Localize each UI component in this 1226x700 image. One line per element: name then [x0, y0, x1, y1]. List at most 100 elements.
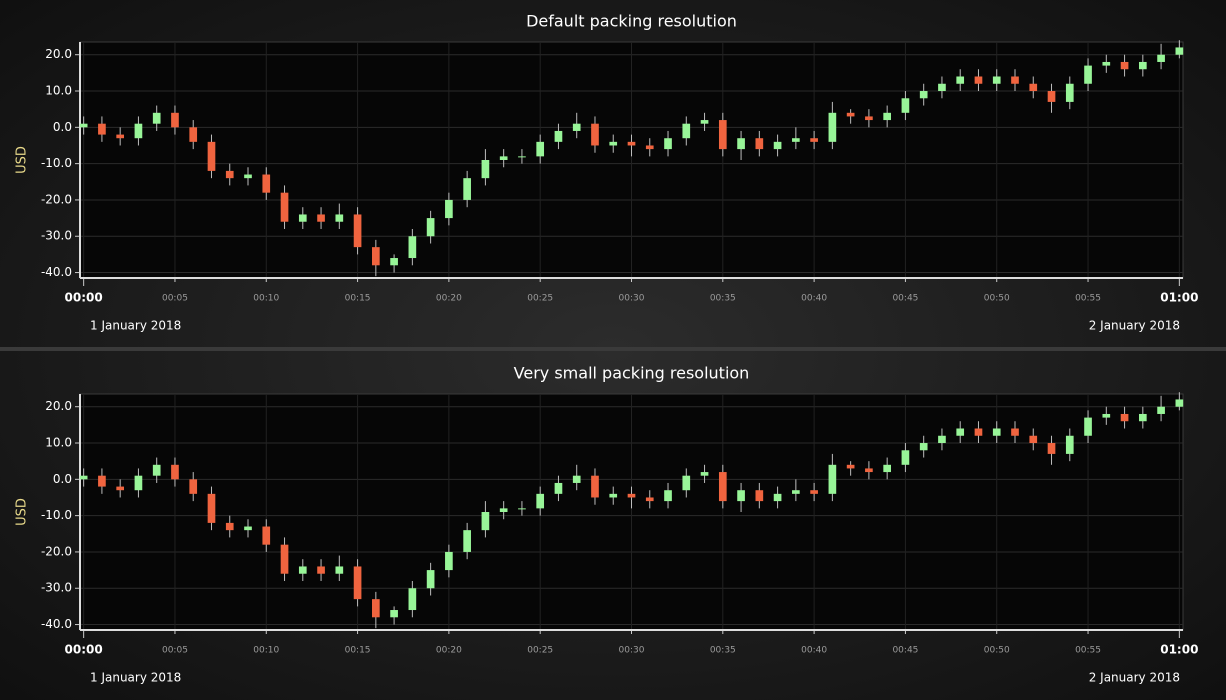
candle-body	[974, 76, 983, 84]
candle-body	[225, 170, 234, 179]
candle-body	[1157, 54, 1165, 62]
y-tick-label: 10.0	[45, 436, 72, 450]
candle-body	[755, 138, 764, 150]
candle-body	[426, 570, 435, 589]
x-tick-label: 00:15	[345, 294, 371, 304]
candle-body	[974, 428, 983, 436]
candle-body	[98, 123, 106, 135]
y-axis-title: USD	[15, 498, 30, 526]
candle-body	[737, 490, 745, 502]
candle-body	[244, 174, 252, 179]
candle-body	[1157, 406, 1165, 414]
candle-body	[189, 127, 198, 142]
x-tick-label: 00:45	[892, 646, 918, 656]
date-label: 2 January 2018	[1089, 319, 1180, 333]
candle-body	[591, 475, 599, 498]
candle-body	[956, 428, 965, 436]
candle-body	[645, 145, 654, 150]
candle-body	[609, 141, 618, 146]
candle-body	[481, 512, 490, 531]
candle-body	[627, 493, 636, 498]
y-tick-label: -10.0	[41, 156, 72, 170]
y-tick-label: -10.0	[41, 508, 72, 522]
y-tick-label: -30.0	[41, 229, 72, 243]
candle-body	[372, 247, 380, 266]
candle-body	[755, 490, 764, 502]
candle-body	[335, 566, 344, 574]
candle-body	[682, 475, 691, 491]
candle-body	[207, 493, 216, 523]
candle-body	[919, 91, 928, 99]
candle-body	[353, 214, 362, 248]
x-tick-label: 01:00	[1160, 643, 1198, 657]
candle-body	[554, 130, 563, 142]
candle-body	[883, 464, 891, 473]
y-axis-title: USD	[15, 146, 30, 174]
candle-body	[919, 443, 928, 451]
candle-body	[718, 120, 727, 150]
candle-body	[1120, 413, 1129, 422]
candle-body	[700, 120, 709, 124]
x-tick-label: 00:50	[984, 294, 1010, 304]
candle-body	[718, 472, 727, 502]
candle-body	[1029, 435, 1038, 444]
candle-body	[408, 236, 417, 259]
x-tick-label: 00:35	[710, 646, 736, 656]
candle-body	[846, 112, 855, 117]
candle-body	[152, 112, 161, 124]
candle-body	[572, 123, 581, 131]
candle-body	[1047, 91, 1056, 102]
candle-body	[938, 435, 946, 444]
candle-body	[1138, 61, 1147, 70]
candle-body	[810, 490, 818, 494]
candle-body	[572, 475, 581, 483]
candle-body	[463, 178, 471, 200]
chart-title: Very small packing resolution	[514, 364, 750, 383]
candle-body	[627, 141, 636, 146]
candle-body	[499, 508, 508, 512]
candle-body	[79, 123, 88, 128]
candle-body	[664, 138, 672, 150]
date-label: 2 January 2018	[1089, 671, 1180, 685]
x-tick-label: 00:35	[710, 294, 736, 304]
x-tick-label: 00:55	[1075, 646, 1101, 656]
candle-body	[992, 76, 1001, 84]
candle-body	[262, 174, 271, 193]
y-tick-label: -20.0	[41, 544, 72, 558]
candle-body	[609, 493, 618, 498]
x-tick-label: 00:25	[527, 646, 553, 656]
y-tick-label: 0.0	[53, 120, 72, 134]
candle-body	[79, 475, 88, 480]
x-tick-label: 00:10	[253, 646, 279, 656]
candle-body	[1084, 65, 1092, 84]
x-tick-label: 00:40	[801, 646, 827, 656]
candle-body	[828, 112, 837, 142]
candle-body	[773, 141, 782, 150]
x-tick-label: 00:30	[619, 294, 645, 304]
candle-body	[408, 588, 417, 611]
candle-body	[445, 199, 453, 219]
y-tick-label: -40.0	[41, 265, 72, 279]
candle-body	[134, 123, 143, 139]
candle-body	[1138, 413, 1147, 422]
candle-body	[298, 566, 307, 574]
candle-body	[481, 160, 490, 179]
candle-body	[846, 464, 855, 469]
candle-body	[682, 123, 691, 139]
x-tick-label: 00:30	[619, 646, 645, 656]
candle-body	[335, 214, 344, 222]
y-tick-label: 0.0	[53, 472, 72, 486]
candle-body	[1102, 413, 1111, 418]
candle-body	[1029, 83, 1038, 92]
candle-body	[1175, 47, 1184, 55]
candle-body	[244, 526, 252, 531]
candle-body	[280, 544, 289, 574]
x-tick-label: 00:45	[892, 294, 918, 304]
candle-body	[207, 141, 216, 171]
candle-body	[353, 566, 362, 600]
candle-body	[737, 138, 745, 150]
x-tick-label: 00:40	[801, 294, 827, 304]
chart-title: Default packing resolution	[526, 12, 737, 31]
candle-body	[1120, 61, 1129, 70]
